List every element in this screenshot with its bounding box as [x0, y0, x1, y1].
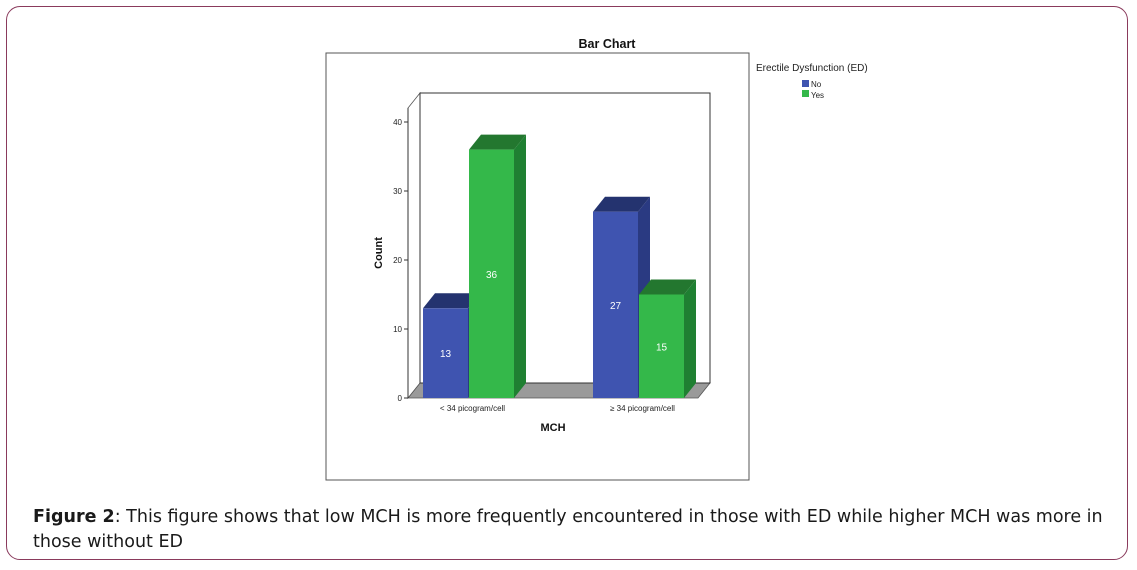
y-tick-label-3: 30 — [393, 187, 402, 196]
x-axis-label: MCH — [540, 422, 565, 434]
caption-label: Figure 2 — [33, 507, 115, 527]
caption-text: : This figure shows that low MCH is more… — [33, 507, 1103, 552]
legend: Erectile Dysfunction (ED) No Yes — [756, 63, 868, 100]
y-ticks: 0 10 20 30 40 — [393, 118, 408, 403]
legend-label-no: No — [811, 80, 822, 89]
figure-frame — [6, 6, 1128, 560]
legend-label-yes: Yes — [811, 91, 824, 100]
legend-swatch-no — [802, 80, 809, 87]
bar-value-label-no-0: 13 — [440, 349, 452, 360]
x-category-label-1: ≥ 34 picogram/cell — [610, 404, 675, 413]
x-category-label-0: < 34 picogram/cell — [440, 404, 505, 413]
y-tick-label-1: 10 — [393, 325, 402, 334]
bar-yes-0 — [469, 149, 514, 398]
y-tick-label-4: 40 — [393, 118, 402, 127]
bar-no-1 — [593, 211, 638, 398]
bar-top-yes-1 — [639, 279, 696, 295]
legend-swatch-yes — [802, 90, 809, 97]
bar-side-yes-0 — [514, 134, 526, 398]
figure-caption: Figure 2: This figure shows that low MCH… — [33, 505, 1113, 555]
y-tick-label-0: 0 — [398, 394, 403, 403]
bar-no-0 — [423, 308, 468, 398]
bar-top-no-1 — [593, 196, 650, 212]
legend-title: Erectile Dysfunction (ED) — [756, 63, 868, 74]
bars-group: 13 27 36 15 — [423, 134, 696, 398]
bar-chart: Bar Chart 0 10 20 30 40 Count 13 27 36 15 <… — [325, 37, 868, 481]
bar-side-yes-1 — [684, 279, 696, 398]
y-tick-label-2: 20 — [393, 256, 402, 265]
bar-yes-1 — [639, 294, 684, 398]
bar-value-label-yes-1: 15 — [656, 342, 668, 353]
y-axis-label: Count — [373, 237, 385, 269]
chart-title: Bar Chart — [579, 37, 637, 51]
bar-top-yes-0 — [469, 134, 526, 150]
bar-value-label-no-1: 27 — [610, 301, 622, 312]
bar-top-no-0 — [423, 293, 480, 309]
chart-left-wall — [407, 91, 421, 400]
bar-value-label-yes-0: 36 — [486, 270, 498, 281]
